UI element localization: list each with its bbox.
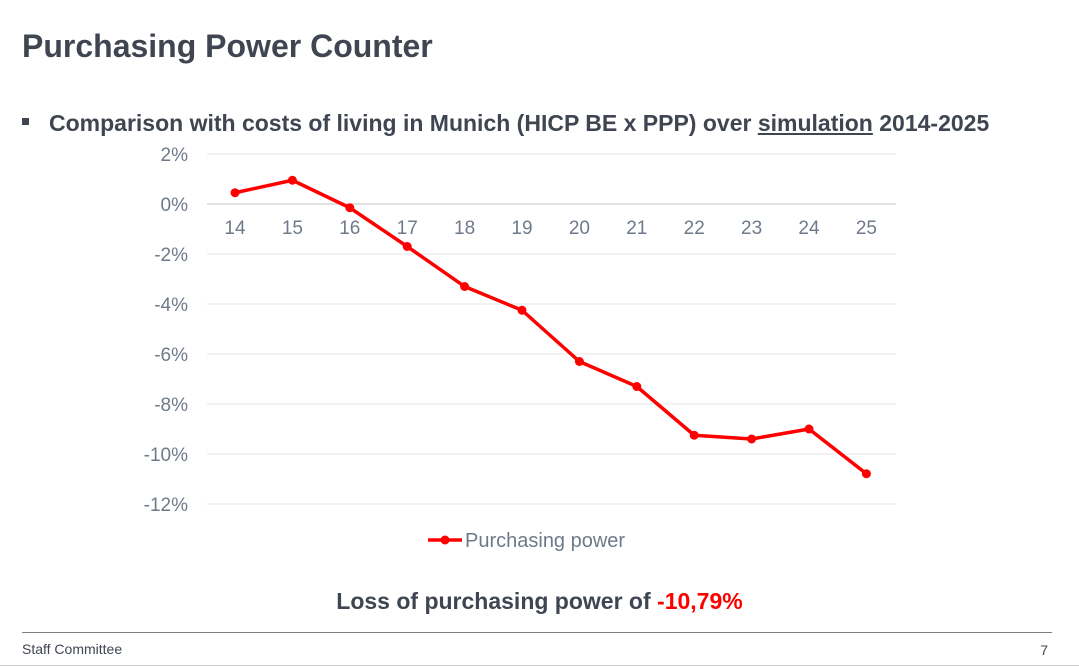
data-point [345, 203, 355, 213]
data-point [460, 282, 470, 291]
bullet-square-icon [22, 118, 29, 126]
footer-divider [22, 632, 1052, 633]
chart-legend: Purchasing power [428, 530, 625, 552]
data-point [287, 175, 297, 185]
y-tick-label: -2% [154, 245, 188, 266]
x-tick-label: 18 [454, 218, 475, 239]
data-point [804, 424, 814, 434]
y-tick-label: -8% [154, 395, 188, 416]
x-tick-label: 14 [224, 218, 246, 239]
bullet-text-underlined: simulation [757, 110, 873, 136]
x-tick-label: 15 [282, 218, 303, 239]
y-axis-tick-labels: 2% 0% -2% -4% -6% -8% -10% -12% [144, 145, 188, 516]
bullet-text-start: Comparison with costs of living in Munic… [49, 110, 758, 136]
y-tick-label: -4% [154, 295, 188, 316]
x-tick-label: 16 [339, 218, 360, 239]
slide-title: Purchasing Power Counter [22, 28, 433, 64]
series-line [234, 178, 868, 476]
data-point [747, 434, 757, 444]
y-tick-label: 0% [161, 195, 189, 216]
x-tick-label: 17 [397, 218, 418, 239]
x-tick-label: 20 [569, 218, 590, 239]
bottom-edge-divider [0, 665, 1079, 666]
conclusion-label: Loss of purchasing power of [336, 588, 658, 614]
x-axis-tick-labels: 14 15 16 17 18 19 20 21 22 23 24 25 [224, 218, 877, 239]
x-tick-label: 23 [741, 218, 762, 239]
purchasing-power-line-chart: 2% 0% -2% -4% -6% -8% -10% -12% 14 15 16 17 18 19 20 2… [144, 145, 896, 552]
footer-organization: Staff Committee [22, 641, 123, 657]
y-tick-label: -10% [144, 445, 188, 466]
data-point [230, 188, 240, 198]
data-point [861, 469, 871, 479]
conclusion-value: -10,79% [657, 588, 743, 614]
data-point [689, 430, 699, 440]
data-point [574, 357, 584, 366]
x-tick-label: 19 [511, 218, 532, 239]
data-point [632, 382, 642, 391]
x-tick-label: 22 [684, 218, 705, 239]
legend-label: Purchasing power [465, 530, 625, 552]
bullet-point: Comparison with costs of living in Munic… [22, 110, 989, 137]
x-tick-label: 21 [626, 218, 647, 239]
bullet-text-end: 2014-2025 [872, 110, 990, 136]
data-point [402, 242, 412, 251]
chart-series [230, 175, 871, 479]
data-point [517, 305, 527, 315]
page-number: 7 [1040, 642, 1048, 658]
chart-gridlines [207, 153, 896, 505]
conclusion-text: Loss of purchasing power of -10,79% [0, 588, 1079, 615]
x-tick-label: 24 [798, 218, 820, 239]
y-tick-label: 2% [161, 145, 189, 166]
legend-marker-swatch [440, 535, 450, 545]
y-tick-label: -6% [154, 345, 188, 366]
y-tick-label: -12% [144, 495, 188, 516]
x-tick-label: 25 [856, 218, 877, 239]
